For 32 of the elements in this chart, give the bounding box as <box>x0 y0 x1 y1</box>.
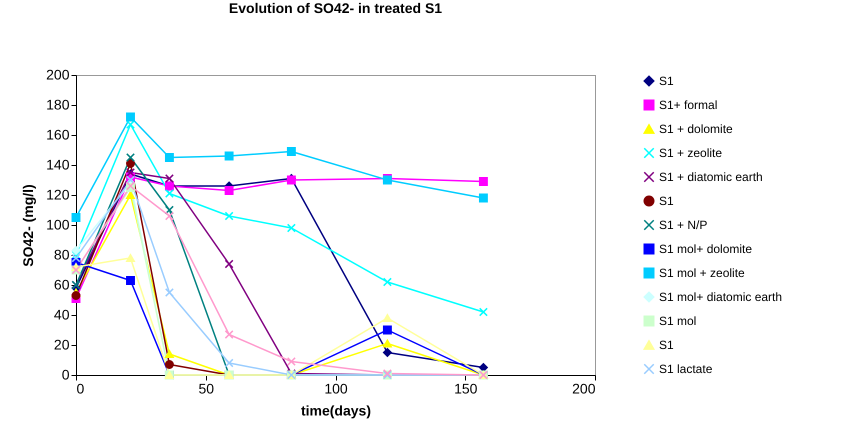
y-tick-label: 140 <box>46 156 70 172</box>
legend-label: S1 + N/P <box>659 218 708 232</box>
y-tick-label: 200 <box>46 66 70 82</box>
chart-title: Evolution of SO42- in treated S1 <box>228 0 442 16</box>
x-tick-label: 200 <box>572 380 596 396</box>
x-tick-label: 100 <box>324 380 348 396</box>
y-tick-label: 20 <box>54 336 70 352</box>
y-tick-label: 40 <box>54 306 70 322</box>
legend-label: S1 <box>659 74 674 88</box>
y-tick-label: 160 <box>46 126 70 142</box>
legend-label: S1 mol+ dolomite <box>659 242 752 256</box>
legend-label: S1+ formal <box>659 98 718 112</box>
legend-label: S1 mol+ diatomic earth <box>659 290 782 304</box>
y-tick-label: 0 <box>62 366 70 382</box>
x-axis-title: time(days) <box>300 402 372 418</box>
y-tick-label: 120 <box>46 186 70 202</box>
legend-label: S1 mol + zeolite <box>659 266 746 280</box>
legend-label: S1 mol <box>659 314 696 328</box>
legend-label: S1 <box>659 338 674 352</box>
legend-label: S1 + diatomic earth <box>659 170 763 184</box>
legend-label: S1 + dolomite <box>659 122 734 136</box>
x-tick-label: 0 <box>76 380 84 396</box>
legend-label: S1 + zeolite <box>659 146 722 160</box>
y-tick-label: 60 <box>54 276 70 292</box>
x-tick-label: 50 <box>198 380 214 396</box>
y-tick-label: 80 <box>54 246 70 262</box>
y-tick-label: 100 <box>46 216 70 232</box>
x-tick-label: 150 <box>454 380 478 396</box>
legend-label: S1 <box>659 194 674 208</box>
legend-label: S1 lactate <box>659 362 713 376</box>
y-axis-title: SO42- (mg/l) <box>20 184 36 267</box>
y-tick-label: 180 <box>46 96 70 112</box>
